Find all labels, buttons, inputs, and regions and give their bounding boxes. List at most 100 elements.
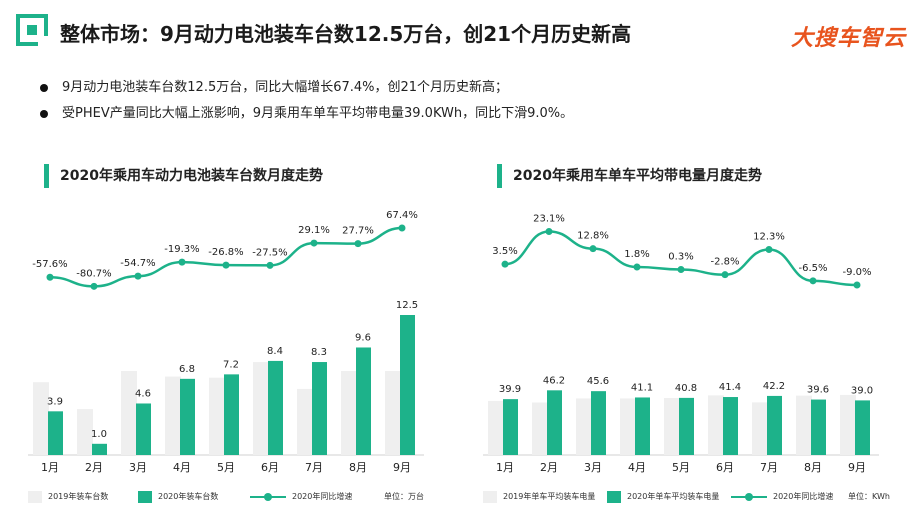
bar-value-label: 39.6	[807, 385, 829, 396]
growth-value-label: 23.1%	[533, 214, 565, 225]
bar-2020	[48, 411, 63, 455]
bar-2020	[811, 399, 826, 455]
bar-value-label: 46.2	[543, 375, 565, 386]
bar-2019	[532, 402, 548, 455]
bar-2019	[77, 409, 93, 455]
growth-value-label: -26.8%	[208, 247, 243, 258]
growth-value-label: -27.5%	[252, 247, 287, 258]
bar-2019	[33, 382, 49, 455]
battery-installs-chart: 3.9 1月 1.0 2月 4.6 3月 6.8 4月 7.2 5月 8.4 6月 8.3 7月 9.6 8月…	[28, 210, 424, 474]
bar-2020	[136, 403, 151, 455]
legend-label: 2020年同比增速	[292, 492, 353, 501]
bar-value-label: 42.2	[763, 381, 785, 392]
right-chart-legend: 2019年单车平均装车电量 2020年单车平均装车电量 2020年同比增速 单位…	[483, 489, 913, 505]
legend-label: 2019年单车平均装车电量	[503, 492, 596, 501]
brand-logo-icon	[16, 14, 48, 46]
growth-point	[46, 273, 54, 281]
bar-value-label: 6.8	[179, 364, 195, 375]
x-tick-label: 4月	[173, 461, 191, 474]
growth-point	[90, 282, 98, 290]
x-tick-label: 6月	[716, 461, 734, 474]
bar-2020	[547, 390, 562, 455]
bar-2020	[503, 399, 518, 455]
legend-swatch	[138, 491, 152, 503]
growth-value-label: 27.7%	[342, 226, 374, 237]
legend-label: 2019年装车台数	[48, 492, 109, 501]
bar-2020	[767, 395, 782, 455]
title-accent-bar	[44, 164, 49, 188]
x-tick-label: 6月	[261, 461, 279, 474]
bar-value-label: 8.3	[311, 347, 327, 358]
growth-value-label: 29.1%	[298, 225, 330, 236]
unit-label: 单位：万台	[384, 492, 424, 501]
growth-value-label: -57.6%	[32, 259, 67, 270]
bar-2020	[723, 397, 738, 455]
bar-value-label: 7.2	[223, 359, 239, 370]
legend-line-swatch	[250, 493, 286, 501]
avg-capacity-chart: 39.9 1月 46.2 2月 45.6 3月 41.1 4月 40.8 5月 41.4 6月 42.2…	[483, 214, 879, 474]
growth-point	[266, 261, 274, 269]
x-tick-label: 5月	[672, 461, 690, 474]
title-accent-bar	[497, 164, 502, 188]
brand-logo-text: 大搜车智云	[790, 26, 906, 51]
bar-2019	[576, 398, 592, 455]
x-tick-label: 5月	[217, 461, 235, 474]
growth-value-label: 3.5%	[492, 246, 517, 257]
bar-2019	[253, 362, 269, 455]
bar-2019	[297, 388, 313, 455]
left-chart-title-text: 2020年乘用车动力电池装车台数月度走势	[60, 168, 323, 184]
growth-value-label: -80.7%	[76, 268, 111, 279]
x-tick-label: 9月	[393, 461, 411, 474]
growth-point	[398, 224, 406, 232]
growth-value-label: 0.3%	[668, 252, 693, 263]
bar-value-label: 41.1	[631, 382, 653, 393]
bar-value-label: 39.9	[499, 384, 521, 395]
bar-2019	[209, 377, 225, 455]
growth-value-label: 1.8%	[624, 249, 649, 260]
legend-label: 2020年同比增速	[773, 492, 834, 501]
x-tick-label: 1月	[41, 461, 59, 474]
bar-2020	[679, 397, 694, 455]
growth-point	[589, 245, 597, 253]
left-chart-unit: 单位：万台	[384, 489, 424, 505]
bar-2019	[488, 400, 504, 455]
growth-value-label: 67.4%	[386, 210, 418, 221]
growth-value-label: -6.5%	[798, 263, 827, 274]
x-tick-label: 3月	[129, 461, 147, 474]
legend-label: 2020年装车台数	[158, 492, 219, 501]
bar-value-label: 41.4	[719, 382, 741, 393]
x-tick-label: 4月	[628, 461, 646, 474]
bar-value-label: 4.6	[135, 388, 151, 399]
legend-line-swatch	[731, 493, 767, 501]
growth-value-label: -9.0%	[842, 267, 871, 278]
growth-point	[677, 266, 685, 273]
x-tick-label: 7月	[305, 461, 323, 474]
bar-2020	[591, 391, 606, 455]
legend-swatch	[483, 491, 497, 503]
legend-swatch	[28, 491, 42, 503]
bar-2020	[312, 362, 327, 455]
x-tick-label: 7月	[760, 461, 778, 474]
bar-2020	[224, 374, 239, 455]
bullet-dot-icon	[40, 110, 48, 118]
legend-swatch	[607, 491, 621, 503]
bullet-text: 受PHEV产量同比大幅上涨影响，9月乘用车单车平均带电量39.0KWh，同比下滑…	[62, 106, 574, 121]
x-tick-label: 8月	[349, 461, 367, 474]
bar-value-label: 39.0	[851, 385, 873, 396]
bar-value-label: 45.6	[587, 376, 609, 387]
x-tick-label: 2月	[85, 461, 103, 474]
legend-label: 2020年单车平均装车电量	[627, 492, 720, 501]
bullet-dot-icon	[40, 84, 48, 92]
growth-point	[134, 272, 142, 280]
right-chart-title-text: 2020年乘用车单车平均带电量月度走势	[513, 168, 762, 184]
bar-value-label: 8.4	[267, 346, 283, 357]
bar-2020	[400, 315, 415, 455]
summary-bullets: 9月动力电池装车台数12.5万台，同比大幅增长67.4%，创21个月历史新高； …	[40, 78, 573, 130]
bar-2020	[268, 360, 283, 455]
bar-2019	[796, 395, 812, 455]
bar-2019	[165, 376, 181, 455]
growth-point	[853, 281, 861, 289]
bar-2019	[620, 398, 636, 455]
bar-2020	[855, 400, 870, 455]
x-tick-label: 9月	[848, 461, 866, 474]
